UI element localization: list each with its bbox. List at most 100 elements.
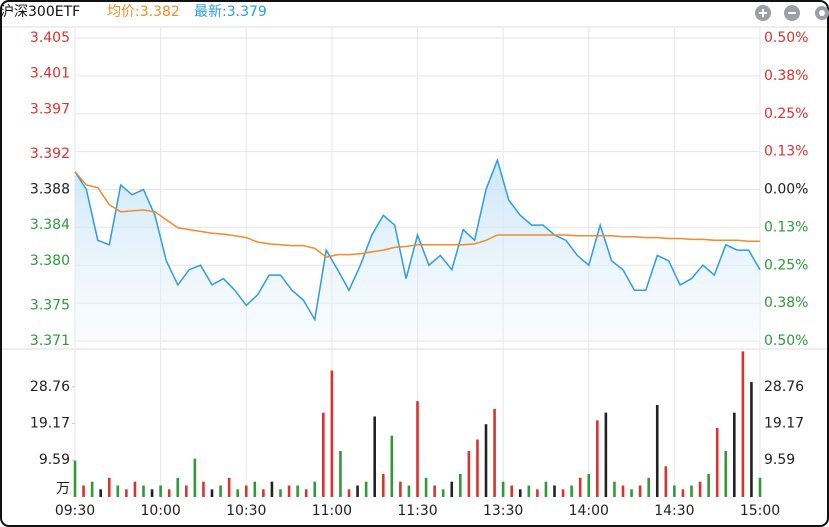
zoom-out[interactable] (784, 5, 800, 21)
y2-tick-label: 0.25% (764, 106, 808, 122)
volume-bar (536, 489, 539, 497)
volume-bar (73, 460, 77, 497)
volume-bar (724, 451, 728, 497)
volume-bar (707, 474, 710, 497)
zoom-in[interactable] (755, 5, 771, 21)
y2-tick-label: 0.25% (764, 257, 808, 273)
volume-bar (698, 481, 702, 497)
volume-bar (202, 481, 205, 497)
volume-bar (741, 351, 745, 497)
volume-bar (553, 485, 556, 497)
volume-bar (750, 382, 753, 497)
price-area (75, 160, 760, 341)
volume-bar (518, 489, 522, 497)
volume-bar (399, 481, 402, 497)
y-tick-label: 3.375 (30, 297, 70, 313)
y2-tick-label: 0.50% (764, 30, 808, 46)
volume-bar (287, 485, 291, 497)
volume-unit: 万 (56, 481, 70, 497)
y-tick-label: 28.76 (30, 379, 70, 395)
volume-bar (244, 485, 248, 497)
volume-bar (544, 481, 548, 497)
volume-bar (561, 489, 565, 497)
y2-tick-label: 0.38% (764, 295, 808, 311)
x-tick-label: 11:00 (312, 503, 352, 519)
y-tick-label: 3.405 (30, 30, 70, 46)
y-tick-label: 3.401 (30, 66, 70, 82)
y2-tick-label: 0.38% (764, 68, 808, 84)
y-tick-label: 3.388 (30, 182, 70, 198)
price-line (74, 157, 761, 322)
volume-bar (322, 412, 325, 497)
volume-bar (262, 489, 265, 497)
volume-bar (390, 435, 394, 497)
volume-bar (107, 477, 111, 497)
volume-bar (510, 485, 513, 497)
plot-layer: 09:30 10:00 10:30 11:00 11:30 13:30 14:00 14:30… (30, 28, 808, 519)
y2-tick-label: 9.59 (764, 452, 795, 468)
volume-bar (142, 485, 145, 497)
y-tick-label: 3.371 (30, 333, 70, 349)
y2-tick-label: 28.76 (764, 379, 804, 395)
volume-bar (150, 489, 154, 497)
volume-bar (167, 489, 171, 497)
volume-bar (758, 477, 762, 497)
volume-bar (176, 477, 180, 497)
volume-bar (681, 489, 685, 497)
volume-bar (501, 481, 505, 497)
volume-bar (185, 485, 188, 497)
volume-bar (621, 485, 625, 497)
price-line (74, 171, 760, 259)
volume-bar (450, 481, 454, 497)
volume-bar (596, 420, 599, 497)
volume-bar (476, 439, 479, 497)
volume-bar (193, 458, 197, 497)
volume-bar (125, 489, 128, 497)
volume-bar (493, 408, 496, 497)
volume-bar (630, 489, 633, 497)
y2-tick-label: 19.17 (764, 416, 804, 432)
volume-bar (304, 489, 308, 497)
volume-bar (664, 466, 668, 497)
volume-bar (347, 489, 351, 497)
y-tick-label: 3.380 (30, 253, 70, 269)
volume-bar (339, 451, 342, 497)
volume-bar (484, 424, 488, 497)
volume-bar (690, 485, 693, 497)
volume-bar (90, 481, 94, 497)
volume-bar (270, 481, 274, 497)
volume-bar (236, 489, 239, 497)
y-tick-label: 3.392 (30, 146, 70, 162)
volume-bar (407, 485, 411, 497)
volume-bar (655, 405, 659, 497)
volume-bar (330, 370, 334, 497)
volume-bar (356, 485, 359, 497)
y2-tick-label: 0.50% (764, 333, 808, 349)
y2-tick-label: 0.13% (764, 144, 808, 160)
volume-bar (673, 485, 676, 497)
volume-bar (279, 489, 282, 497)
volume-bar (433, 485, 436, 497)
volume-bar (613, 481, 616, 497)
settings[interactable] (815, 6, 829, 20)
volume-bar (296, 485, 299, 497)
volume-bar (253, 481, 257, 497)
y-tick-label: 9.59 (39, 452, 70, 468)
volume-bar (441, 489, 445, 497)
volume-bar (373, 416, 376, 497)
volume-bar (424, 477, 428, 497)
volume-bar (116, 485, 120, 497)
volume-bar (364, 481, 368, 497)
volume-bar (578, 477, 582, 497)
x-tick-label: 11:30 (397, 503, 437, 519)
volume-bar (570, 485, 573, 497)
volume-bar (733, 412, 736, 497)
x-tick-label: 15:00 (740, 503, 780, 519)
x-tick-label: 10:00 (140, 503, 180, 519)
volume-bar (133, 481, 137, 497)
y2-tick-label: 0.00% (764, 182, 808, 198)
x-tick-label: 14:30 (654, 503, 694, 519)
volume-bar (467, 451, 471, 497)
